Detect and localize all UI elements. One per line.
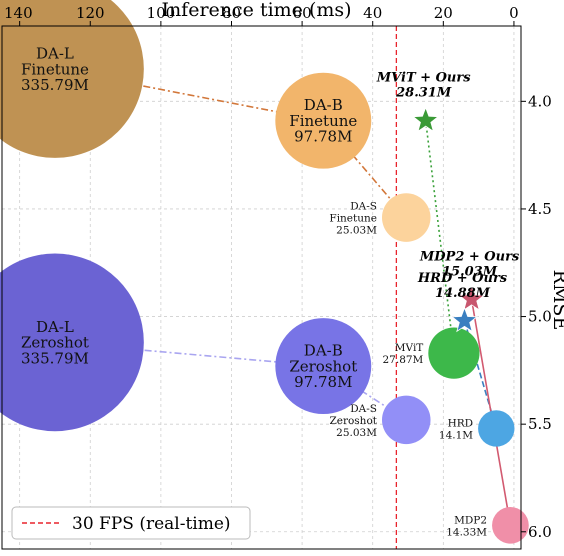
point-label: MViT + Ours 28.31M bbox=[376, 71, 471, 101]
circle-marker bbox=[0, 253, 144, 432]
y-tick-label: 6.0 bbox=[528, 523, 552, 541]
point-name: MViT bbox=[395, 342, 424, 354]
y-tick-label: 4.0 bbox=[528, 92, 552, 110]
point-da-b-finetune: DA-B Finetune 97.78M bbox=[275, 72, 372, 169]
point-name: DA-B bbox=[304, 342, 343, 360]
circle-marker bbox=[275, 318, 372, 415]
connector-line bbox=[424, 120, 455, 354]
point-label: MViT 27.87M bbox=[383, 342, 424, 366]
x-tick-label: 80 bbox=[222, 4, 241, 22]
point-da-s-zeroshot: DA-S Zeroshot 25.03M bbox=[329, 395, 431, 445]
circle-marker bbox=[492, 506, 529, 544]
point-label: MDP2 + Ours 15.03M bbox=[419, 249, 520, 279]
legend-label: 30 FPS (real-time) bbox=[72, 514, 231, 534]
point-da-l-zeroshot: DA-L Zeroshot 335.79M bbox=[0, 253, 144, 432]
point-sub: Finetune bbox=[289, 112, 357, 130]
point-sub: Finetune bbox=[329, 213, 377, 225]
point-label: DA-S Finetune 25.03M bbox=[329, 201, 377, 237]
point-name: DA-S bbox=[350, 201, 377, 213]
x-tick-label: 20 bbox=[434, 4, 453, 22]
y-tick-label: 4.5 bbox=[528, 200, 552, 218]
point-sub: Zeroshot bbox=[289, 357, 357, 375]
y-tick-label: 5.0 bbox=[528, 308, 552, 326]
point-hrd: HRD 14.1M bbox=[439, 410, 515, 447]
x-tick-label: 0 bbox=[509, 4, 519, 22]
x-tick-label: 40 bbox=[363, 4, 382, 22]
point-params: 14.88M bbox=[435, 286, 491, 301]
point-label: DA-B Zeroshot 97.78M bbox=[289, 342, 357, 392]
y-tick-label: 5.5 bbox=[528, 415, 552, 433]
point-params: 28.31M bbox=[395, 86, 452, 101]
point-mvit: MViT 27.87M bbox=[383, 327, 480, 379]
circle-marker bbox=[0, 0, 144, 158]
point-sub: Zeroshot bbox=[329, 415, 377, 427]
point-params: 27.87M bbox=[383, 354, 424, 366]
point-label: MDP2 14.33M bbox=[446, 514, 487, 538]
x-tick-label: 120 bbox=[76, 4, 105, 22]
point-hrd-ours: HRD + Ours 14.88M bbox=[417, 271, 508, 333]
point-da-s-finetune: DA-S Finetune 25.03M bbox=[329, 193, 431, 242]
point-da-l-finetune: DA-L Finetune 335.79M bbox=[0, 0, 144, 158]
point-label: DA-S Zeroshot 25.03M bbox=[329, 403, 377, 439]
point-label: DA-L Zeroshot 335.79M bbox=[21, 318, 89, 368]
point-name: MDP2 + Ours bbox=[419, 249, 520, 264]
y-axis-title: RMSE bbox=[549, 270, 564, 331]
point-da-b-zeroshot: DA-B Zeroshot 97.78M bbox=[275, 318, 372, 415]
point-mvit-ours: MViT + Ours 28.31M bbox=[376, 71, 471, 133]
x-tick-label: 100 bbox=[147, 4, 176, 22]
point-label: DA-L Finetune 335.79M bbox=[21, 45, 89, 94]
star-marker bbox=[451, 306, 478, 333]
point-mdp2-ours: MDP2 + Ours 15.03M bbox=[419, 249, 520, 311]
circle-marker bbox=[478, 410, 515, 447]
tick-layer: 140 120 100 80 60 40 20 0 4.0 4.5 5.0 5.5 6.0 bbox=[4, 4, 552, 541]
point-name: HRD bbox=[448, 417, 473, 429]
point-label: HRD 14.1M bbox=[439, 417, 473, 441]
point-params: 97.78M bbox=[294, 373, 352, 391]
point-label: DA-B Finetune 97.78M bbox=[289, 96, 357, 146]
point-name: HRD + Ours bbox=[417, 271, 508, 286]
point-params: 335.79M bbox=[21, 349, 89, 367]
point-params: 25.03M bbox=[336, 427, 377, 439]
point-params: 335.79M bbox=[21, 76, 89, 94]
point-name: DA-S bbox=[350, 403, 377, 415]
point-name: DA-B bbox=[304, 96, 343, 114]
point-params: 97.78M bbox=[294, 128, 352, 146]
legend: 30 FPS (real-time) bbox=[11, 506, 251, 540]
point-params: 14.33M bbox=[446, 526, 487, 538]
star-marker bbox=[412, 106, 440, 133]
point-name: MViT + Ours bbox=[376, 71, 471, 86]
circle-marker bbox=[275, 72, 372, 169]
star-marker bbox=[458, 285, 486, 311]
point-sub: Finetune bbox=[21, 60, 89, 78]
point-params: 25.03M bbox=[336, 225, 377, 237]
circle-marker bbox=[381, 395, 431, 445]
x-axis-title: Inference time (ms) bbox=[161, 0, 351, 21]
point-params: 15.03M bbox=[442, 264, 498, 279]
x-tick-label: 140 bbox=[4, 4, 33, 22]
point-name: MDP2 bbox=[454, 514, 487, 526]
point-params: 14.1M bbox=[439, 429, 473, 441]
point-name: DA-L bbox=[36, 318, 74, 336]
circle-marker bbox=[381, 193, 431, 242]
point-mdp2: MDP2 14.33M bbox=[446, 506, 529, 544]
legend-box bbox=[11, 506, 251, 540]
point-name: DA-L bbox=[36, 45, 74, 63]
point-sub: Zeroshot bbox=[21, 334, 89, 352]
circle-marker bbox=[428, 327, 480, 379]
plot-frame bbox=[1, 25, 522, 550]
point-label: HRD + Ours 14.88M bbox=[417, 271, 508, 301]
x-tick-label: 60 bbox=[293, 4, 312, 22]
